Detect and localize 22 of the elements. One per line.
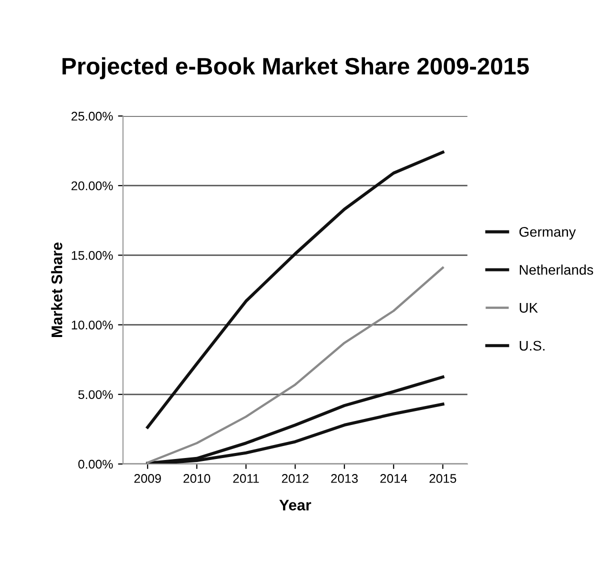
x-tick-label: 2013 <box>331 474 358 483</box>
legend-label: UK <box>520 303 538 313</box>
y-tick-label: 25.00% <box>72 112 113 121</box>
legend-label: Netherlands <box>520 264 594 275</box>
y-tick-label: 15.00% <box>72 251 113 260</box>
x-tick-label: 2011 <box>233 474 259 483</box>
y-axis-title: Market Share <box>51 242 62 337</box>
x-tick-label: 2015 <box>430 474 456 483</box>
legend-label: U.S. <box>520 340 544 351</box>
y-tick-label: 10.00% <box>72 320 113 330</box>
x-tick-label: 2010 <box>184 474 210 483</box>
y-tick-label: 20.00% <box>72 181 113 190</box>
line-series <box>146 150 444 429</box>
y-tick-label: 5.00% <box>78 390 113 400</box>
legend-label: Germany <box>519 226 576 240</box>
y-tick-label: 0.00% <box>78 460 113 469</box>
x-tick-label: 2014 <box>380 474 408 483</box>
x-tick-label: 2009 <box>134 474 161 483</box>
chart-title: Projected e-Book Market Share 2009-2015 <box>62 57 529 80</box>
x-axis-title: Year <box>279 500 312 510</box>
line-series <box>146 266 444 464</box>
x-tick-label: 2012 <box>282 474 308 483</box>
